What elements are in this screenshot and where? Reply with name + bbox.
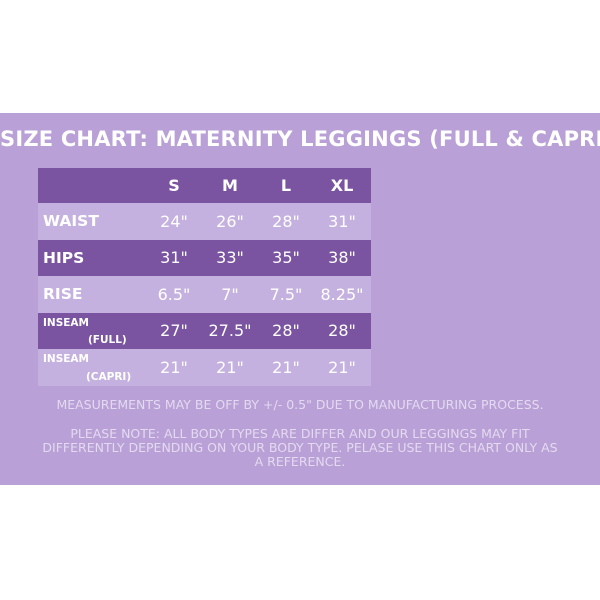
table-row-hips: HIPS 31" 33" 35" 38" bbox=[38, 239, 371, 277]
table-cell: 35" bbox=[272, 248, 300, 268]
table-row-inseam-capri: INSEAM (CAPRI) 21" 21" 21" 21" bbox=[38, 349, 371, 386]
col-header-l: L bbox=[280, 176, 292, 195]
row-label-top: INSEAM bbox=[43, 353, 90, 365]
table-cell: 27.5" bbox=[208, 321, 252, 341]
table-cell: 28" bbox=[328, 321, 356, 341]
table-cell: 7.5" bbox=[269, 284, 303, 304]
table-cell: 28" bbox=[272, 321, 300, 341]
table-cell: 31" bbox=[328, 211, 356, 231]
table-cell: 21" bbox=[216, 357, 244, 377]
row-label-text: RISE bbox=[43, 285, 83, 304]
row-label-inseam-full: INSEAM (FULL) bbox=[38, 313, 146, 350]
table-cell: 6.5" bbox=[157, 284, 191, 304]
table-row-waist: WAIST 24" 26" 28" 31" bbox=[38, 203, 371, 240]
table-cell: 28" bbox=[272, 211, 300, 231]
row-label-waist: WAIST bbox=[38, 203, 146, 240]
table-cell: 24" bbox=[160, 211, 188, 231]
table-cell: 26" bbox=[216, 211, 244, 231]
table-cell: 8.25" bbox=[320, 284, 364, 304]
table-row-rise: RISE 6.5" 7" 7.5" 8.25" bbox=[38, 276, 371, 313]
size-table: S M L XL WAIST 24" 26" 28" 31" HIPS 31" … bbox=[38, 168, 371, 386]
table-cell: 38" bbox=[328, 248, 356, 268]
row-label-text: HIPS bbox=[43, 248, 85, 267]
row-label-bottom: (CAPRI) bbox=[86, 370, 132, 383]
row-label-top: INSEAM bbox=[43, 316, 90, 329]
row-label-bottom: (FULL) bbox=[88, 334, 127, 346]
row-label-text: WAIST bbox=[43, 212, 99, 231]
table-row-inseam-full: INSEAM (FULL) 27" 27.5" 28" 28" bbox=[38, 312, 371, 350]
row-label-rise: RISE bbox=[38, 276, 146, 313]
table-cell: 27" bbox=[160, 321, 188, 341]
col-header-xl: XL bbox=[330, 176, 354, 195]
row-label-hips: HIPS bbox=[38, 240, 146, 277]
measurement-note: MEASUREMENTS MAY BE OFF BY +/- 0.5" DUE … bbox=[56, 397, 544, 412]
row-label-inseam-capri: INSEAM (CAPRI) bbox=[38, 349, 146, 386]
disclaimer-note: PLEASE NOTE: ALL BODY TYPES ARE DIFFER A… bbox=[42, 426, 558, 469]
table-cell: 7" bbox=[221, 284, 239, 304]
col-header-m: M bbox=[222, 176, 238, 195]
table-cell: 21" bbox=[160, 357, 188, 377]
header-corner bbox=[38, 168, 146, 203]
table-cell: 21" bbox=[272, 357, 300, 377]
table-cell: 31" bbox=[160, 248, 188, 268]
table-cell: 21" bbox=[328, 357, 356, 377]
table-cell: 33" bbox=[216, 248, 244, 268]
table-header-row: S M L XL bbox=[38, 168, 371, 203]
col-header-s: S bbox=[168, 176, 180, 195]
chart-title: SIZE CHART: MATERNITY LEGGINGS (FULL & C… bbox=[0, 127, 600, 151]
